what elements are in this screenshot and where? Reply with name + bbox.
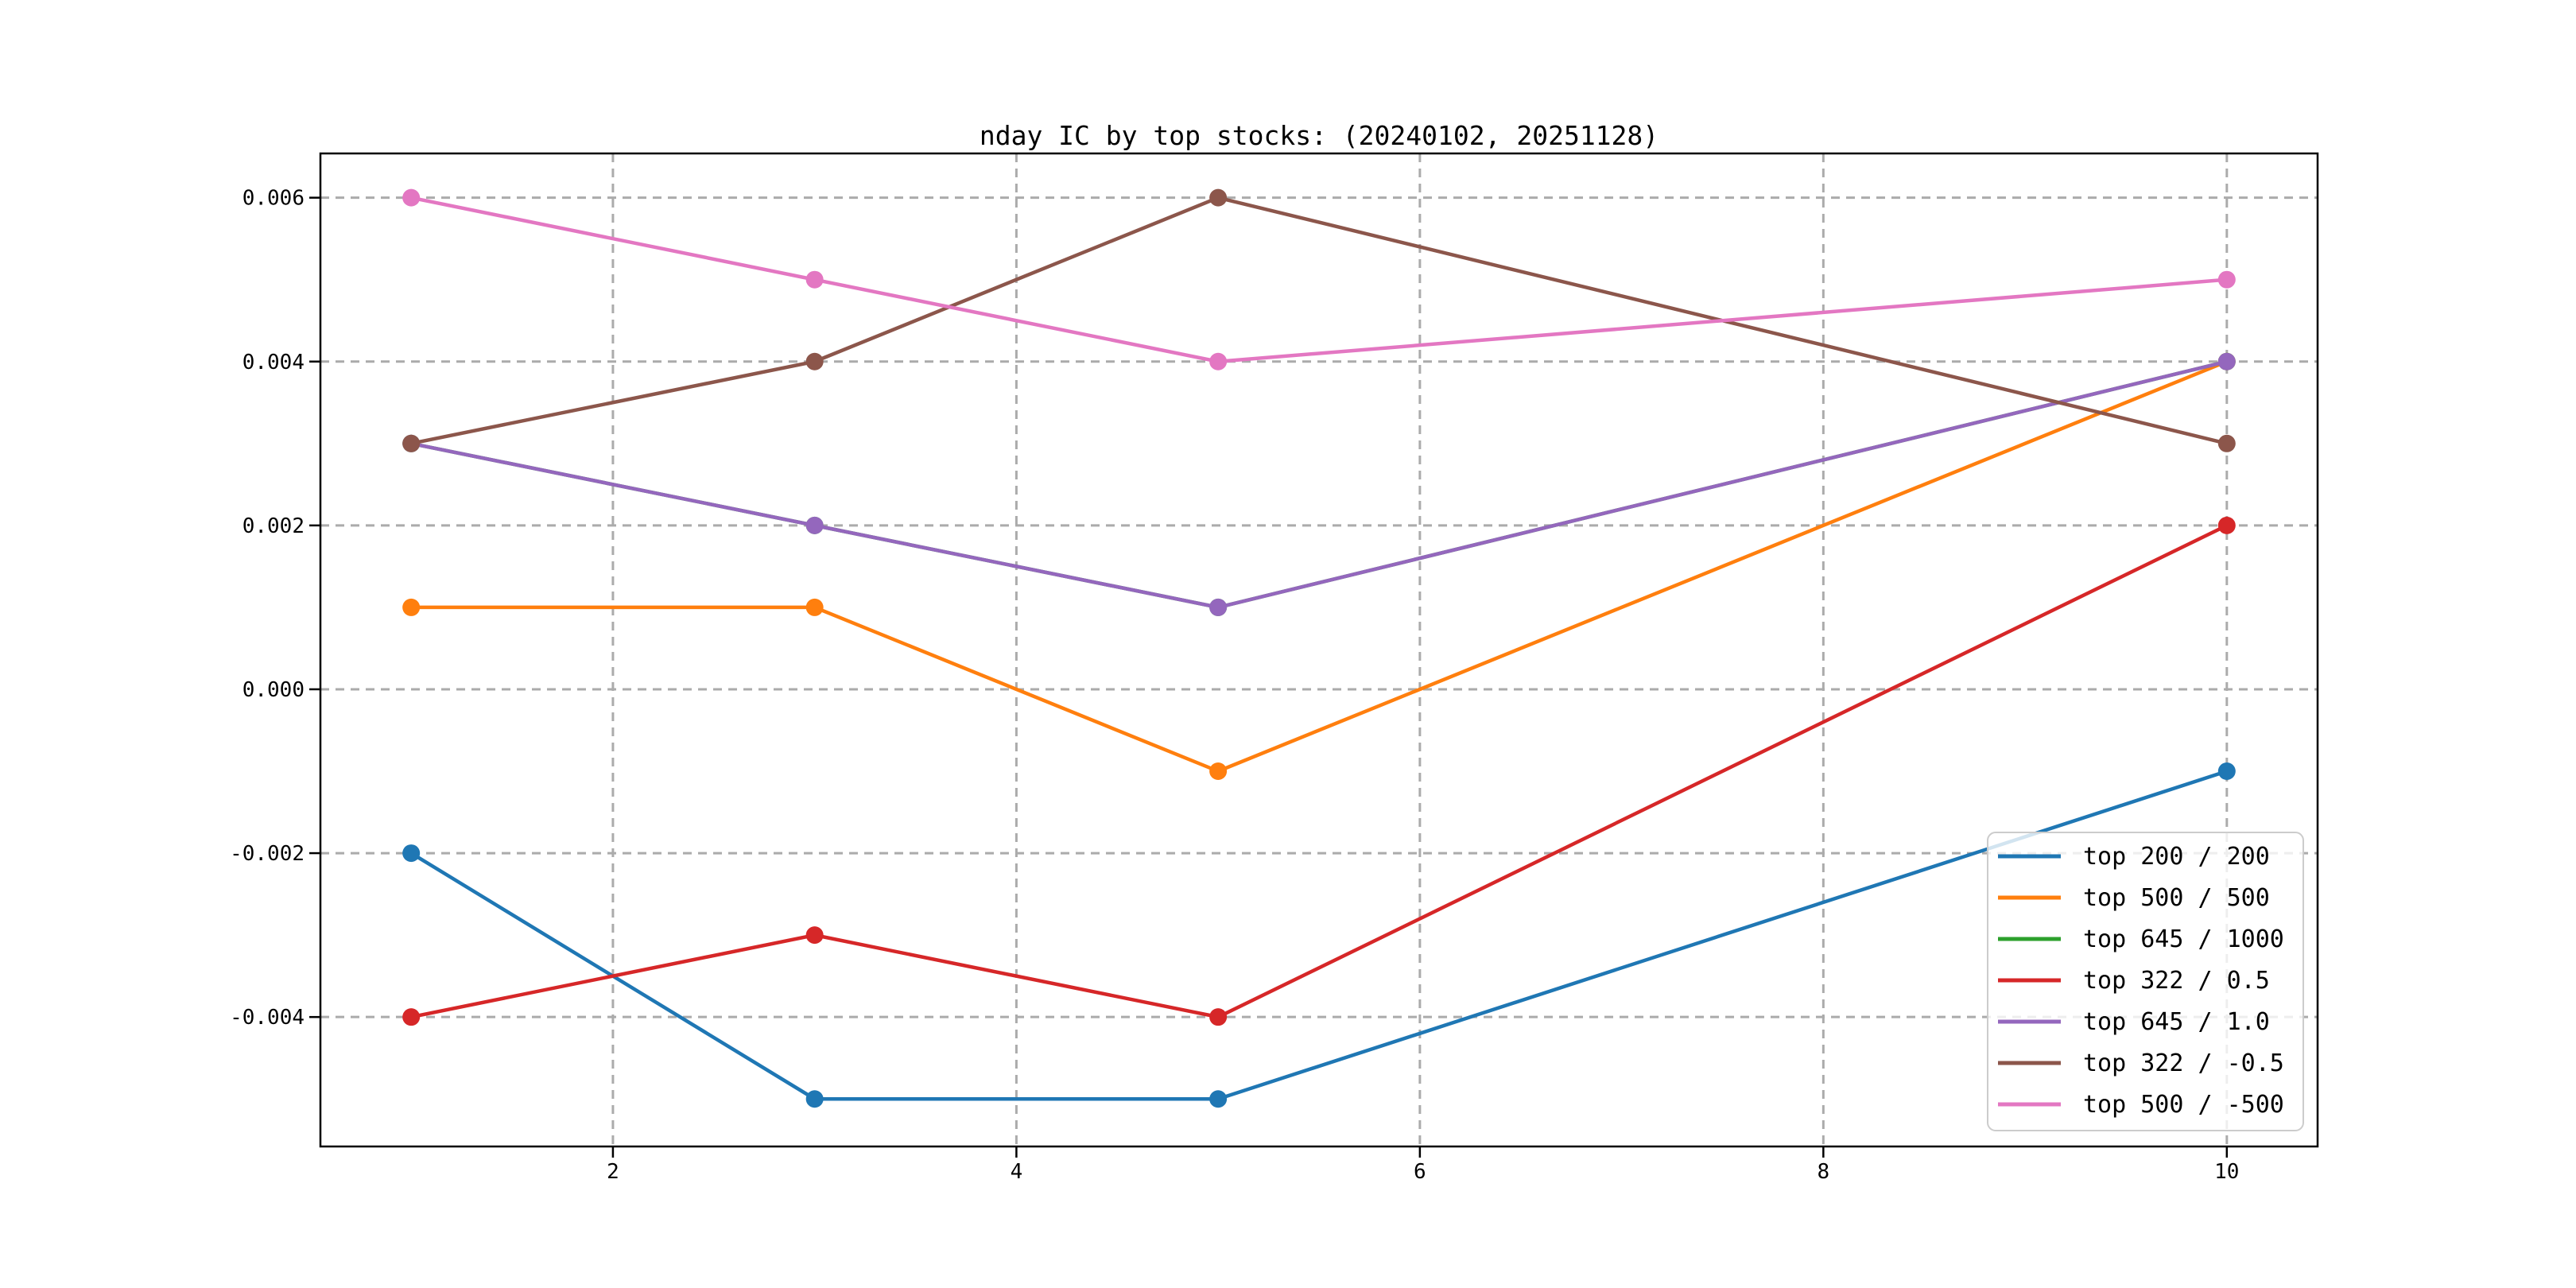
series-line-1 xyxy=(411,359,2228,774)
series-4-marker-1 xyxy=(805,516,824,534)
legend-label-4: top 645 / 1.0 xyxy=(2083,1008,2270,1036)
y-tick-label-5: -0.004 xyxy=(230,1006,305,1030)
series-5-marker-3 xyxy=(2217,434,2236,452)
axes-box xyxy=(319,152,2319,1148)
legend-label-1: top 500 / 500 xyxy=(2083,884,2270,912)
x-tick-label-0: 2 xyxy=(607,1160,619,1184)
series-3 xyxy=(402,516,2236,1026)
series-6-marker-1 xyxy=(805,270,824,289)
legend-label-0: top 200 / 200 xyxy=(2083,843,2270,871)
series-1-marker-0 xyxy=(402,598,421,616)
series-1-marker-1 xyxy=(805,598,824,616)
legend-label-5: top 322 / -0.5 xyxy=(2083,1049,2284,1077)
x-tick-label-2: 6 xyxy=(1414,1160,1426,1184)
legend-entry-1: top 500 / 500 xyxy=(1998,884,2270,912)
series-line-3 xyxy=(410,523,2228,1019)
plot-area xyxy=(320,153,2318,1146)
legend-entry-2: top 645 / 1000 xyxy=(1998,925,2284,953)
series-line-4 xyxy=(410,359,2228,610)
legend: top 200 / 200 top 500 / 500 top 645 / 1000… xyxy=(1987,832,2304,1131)
tick-labels: 2 4 6 8 10 0.006 0.004 0.002 0.000 -0.002 -0.004 xyxy=(230,187,2239,1184)
chart-title: nday IC by top stocks: (20240102, 202511… xyxy=(980,120,1658,151)
series-4-marker-2 xyxy=(1209,598,1228,616)
series-6-marker-3 xyxy=(2217,270,2236,289)
series-3-marker-2 xyxy=(1209,1008,1228,1026)
series-line-6 xyxy=(410,196,2228,364)
series-6-marker-0 xyxy=(402,188,421,207)
series-0-marker-3 xyxy=(2217,762,2236,781)
series-5-marker-2 xyxy=(1209,188,1228,207)
x-tick-label-4: 10 xyxy=(2214,1160,2239,1184)
legend-entry-4: top 645 / 1.0 xyxy=(1998,1008,2270,1036)
legend-entry-5: top 322 / -0.5 xyxy=(1998,1049,2284,1077)
y-tick-label-4: -0.002 xyxy=(230,842,305,866)
series-3-marker-3 xyxy=(2217,516,2236,534)
series-6 xyxy=(402,188,2236,370)
series-6-marker-2 xyxy=(1209,352,1228,370)
y-tick-label-3: 0.000 xyxy=(242,678,305,702)
series-5-marker-0 xyxy=(402,434,421,452)
legend-label-2: top 645 / 1000 xyxy=(2083,925,2284,953)
x-tick-label-3: 8 xyxy=(1818,1160,1830,1184)
series-group xyxy=(402,188,2236,1108)
legend-label-3: top 322 / 0.5 xyxy=(2083,967,2270,995)
y-tick-label-2: 0.002 xyxy=(242,514,305,538)
series-5-marker-1 xyxy=(805,352,824,370)
y-tick-label-1: 0.004 xyxy=(242,351,305,374)
series-4-marker-3 xyxy=(2217,352,2236,370)
grid xyxy=(320,153,2318,1146)
series-0-marker-1 xyxy=(805,1090,824,1108)
series-0-marker-0 xyxy=(402,844,421,863)
series-0-marker-2 xyxy=(1209,1090,1228,1108)
legend-entry-3: top 322 / 0.5 xyxy=(1998,967,2270,995)
legend-box xyxy=(1987,832,2304,1131)
legend-entry-0: top 200 / 200 xyxy=(1998,843,2270,871)
series-3-marker-1 xyxy=(805,926,824,945)
x-tick-label-1: 4 xyxy=(1011,1160,1023,1184)
legend-label-6: top 500 / -500 xyxy=(2083,1091,2284,1119)
tick-marks xyxy=(309,196,2229,1158)
legend-entry-6: top 500 / -500 xyxy=(1998,1091,2284,1119)
y-tick-label-0: 0.006 xyxy=(242,187,305,211)
series-1-marker-2 xyxy=(1209,762,1228,781)
series-3-marker-0 xyxy=(402,1008,421,1026)
